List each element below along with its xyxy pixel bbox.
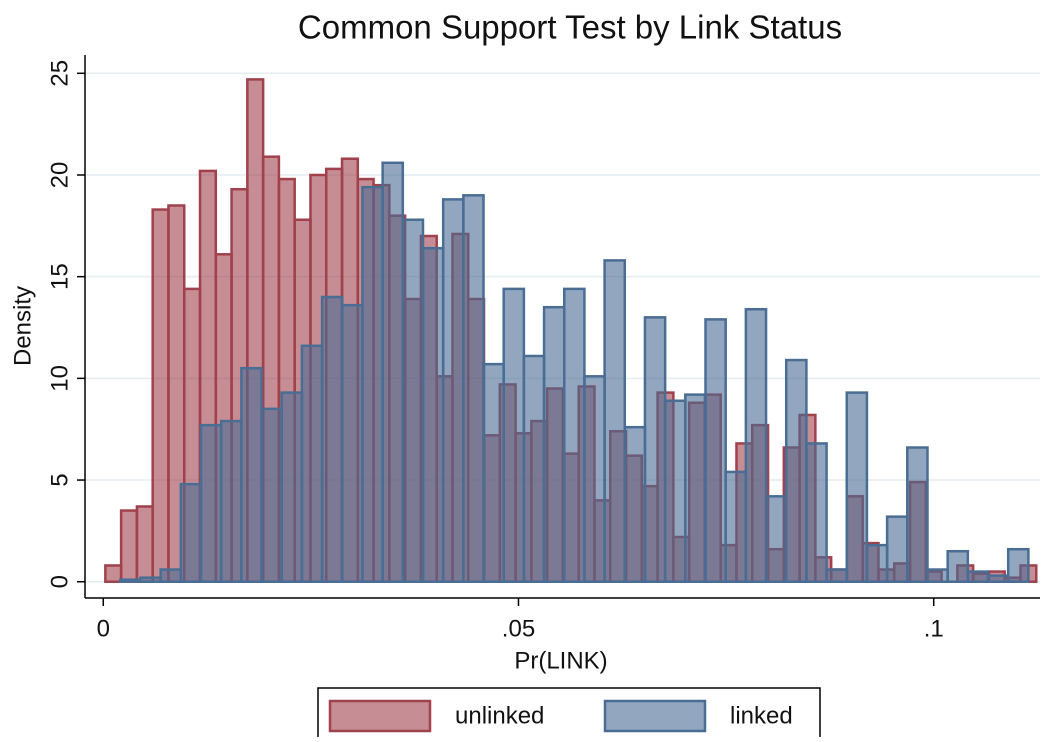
histogram-bar xyxy=(260,407,283,583)
histogram-bar xyxy=(906,446,929,583)
histogram-bar xyxy=(764,495,788,583)
histogram-bar xyxy=(280,391,304,583)
histogram-bar xyxy=(562,287,586,583)
y-tick-label: 15 xyxy=(46,263,73,290)
y-tick-label: 5 xyxy=(46,473,73,486)
histogram-bar xyxy=(1006,547,1030,583)
histogram-bar xyxy=(179,482,203,583)
y-tick-label: 0 xyxy=(46,575,73,588)
histogram-bar xyxy=(805,442,828,583)
y-tick-label: 10 xyxy=(46,365,73,392)
histogram-bar xyxy=(865,543,889,583)
histogram-bar xyxy=(320,295,344,583)
histogram-bar xyxy=(684,393,707,583)
histogram-bar xyxy=(623,425,647,583)
histogram-bar xyxy=(926,568,949,583)
histogram-bar xyxy=(885,515,909,583)
histogram-bar xyxy=(300,344,324,583)
histogram-bar xyxy=(199,423,223,583)
legend-swatch xyxy=(603,699,707,733)
x-tick-label: .05 xyxy=(502,615,535,642)
chart-title: Common Support Test by Link Status xyxy=(298,9,842,46)
legend-label: unlinked xyxy=(455,702,544,729)
y-tick-label: 20 xyxy=(46,162,73,189)
histogram-bar xyxy=(219,419,243,583)
histogram-bar xyxy=(135,505,154,583)
y-axis-label: Density xyxy=(9,286,36,366)
histogram-bar xyxy=(845,391,869,583)
histogram-bar xyxy=(381,161,405,583)
histogram-bar xyxy=(724,470,748,583)
histogram-bar xyxy=(704,318,727,583)
histogram-bar xyxy=(151,208,170,583)
histogram-bar xyxy=(986,574,1010,583)
histogram-bar xyxy=(663,399,687,583)
histogram-bar xyxy=(441,198,465,583)
histogram-bar xyxy=(139,576,162,583)
histogram-bar xyxy=(643,316,667,583)
histogram-bar xyxy=(542,305,566,583)
histogram-bar xyxy=(119,578,142,583)
histogram-bar xyxy=(946,549,970,583)
y-tick-label: 25 xyxy=(46,60,73,87)
x-tick-label: .1 xyxy=(924,615,944,642)
legend-label: linked xyxy=(730,702,793,729)
histogram-bar xyxy=(522,354,546,583)
histogram-bar xyxy=(401,218,425,583)
histogram-bar xyxy=(502,287,526,583)
legend-swatch xyxy=(328,699,432,733)
histogram-bar xyxy=(240,366,263,583)
histogram-bar xyxy=(966,570,990,583)
histogram-bar xyxy=(421,246,445,583)
histogram-bar xyxy=(784,358,808,583)
histogram-bar xyxy=(825,568,849,583)
histogram-bar xyxy=(361,185,384,583)
histogram-bar xyxy=(341,303,364,583)
histogram-bar xyxy=(462,194,485,583)
histogram-bar xyxy=(744,307,768,583)
histogram-bar xyxy=(104,564,123,583)
histogram-bar xyxy=(603,259,627,583)
histogram-bar xyxy=(583,375,606,583)
histogram-bar xyxy=(482,362,505,583)
x-axis-label: Pr(LINK) xyxy=(514,647,607,674)
histogram-bar xyxy=(159,568,183,583)
histogram-bar xyxy=(119,509,139,583)
x-tick-label: 0 xyxy=(97,615,110,642)
